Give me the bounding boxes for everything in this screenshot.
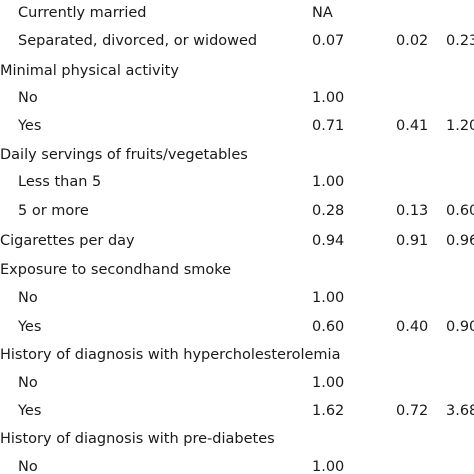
table-row: Cigarettes per day 0.94 0.91 0.96	[0, 230, 474, 252]
row-label: Separated, divorced, or widowed	[18, 33, 258, 49]
table-row: History of diagnosis with hypercholester…	[0, 344, 474, 366]
table-row: Exposure to secondhand smoke	[0, 259, 474, 281]
row-label: Minimal physical activity	[0, 63, 179, 79]
table-row: Daily servings of fruits/vegetables	[0, 144, 474, 166]
odds-ratio-cell: 1.00	[312, 174, 345, 190]
table-row: No 1.00	[0, 287, 474, 309]
row-label: No	[18, 375, 38, 391]
ci-upper-cell: 0.96	[446, 233, 474, 249]
table-row: Less than 5 1.00	[0, 171, 474, 193]
row-label: Exposure to secondhand smoke	[0, 262, 232, 278]
table-row: Separated, divorced, or widowed 0.07 0.02 0…	[0, 30, 474, 52]
odds-ratio-cell: NA	[312, 5, 333, 21]
table-row: History of diagnosis with pre-diabetes	[0, 428, 474, 450]
ci-lower-cell: 0.91	[396, 233, 429, 249]
odds-ratio-cell: 1.62	[312, 403, 345, 419]
table-row: Yes 1.62 0.72 3.68	[0, 400, 474, 422]
row-label: Yes	[18, 118, 42, 134]
row-label: No	[18, 459, 38, 474]
table-row: No 1.00	[0, 456, 474, 474]
odds-ratio-cell: 0.71	[312, 118, 345, 134]
row-label: Yes	[18, 403, 42, 419]
row-label: Less than 5	[18, 174, 102, 190]
ci-upper-cell: 0.60	[446, 203, 474, 219]
ci-lower-cell: 0.41	[396, 118, 429, 134]
table-row: Currently married NA	[0, 2, 474, 24]
odds-ratio-cell: 0.60	[312, 319, 345, 335]
row-label: No	[18, 290, 38, 306]
ci-upper-cell: 3.68	[446, 403, 474, 419]
row-label: 5 or more	[18, 203, 89, 219]
row-label: No	[18, 90, 38, 106]
table-row: Yes 0.60 0.40 0.90	[0, 316, 474, 338]
ci-upper-cell: 1.20	[446, 118, 474, 134]
odds-ratio-cell: 1.00	[312, 90, 345, 106]
table-row: Minimal physical activity	[0, 60, 474, 82]
row-label: Yes	[18, 319, 42, 335]
table-row: No 1.00	[0, 372, 474, 394]
odds-ratio-cell: 1.00	[312, 290, 345, 306]
row-label: Daily servings of fruits/vegetables	[0, 147, 248, 163]
ci-upper-cell: 0.90	[446, 319, 474, 335]
ci-lower-cell: 0.02	[396, 33, 429, 49]
table-row: Yes 0.71 0.41 1.20	[0, 115, 474, 137]
odds-ratio-cell: 0.28	[312, 203, 345, 219]
table-row: No 1.00	[0, 87, 474, 109]
odds-ratio-cell: 0.07	[312, 33, 345, 49]
odds-ratio-cell: 0.94	[312, 233, 345, 249]
odds-ratio-cell: 1.00	[312, 375, 345, 391]
odds-ratio-cell: 1.00	[312, 459, 345, 474]
row-label: History of diagnosis with pre-diabetes	[0, 431, 275, 447]
ci-lower-cell: 0.72	[396, 403, 429, 419]
table-row: 5 or more 0.28 0.13 0.60	[0, 200, 474, 222]
ci-lower-cell: 0.13	[396, 203, 429, 219]
row-label: Currently married	[18, 5, 147, 21]
ci-upper-cell: 0.23	[446, 33, 474, 49]
row-label: History of diagnosis with hypercholester…	[0, 347, 341, 363]
row-label: Cigarettes per day	[0, 233, 135, 249]
ci-lower-cell: 0.40	[396, 319, 429, 335]
